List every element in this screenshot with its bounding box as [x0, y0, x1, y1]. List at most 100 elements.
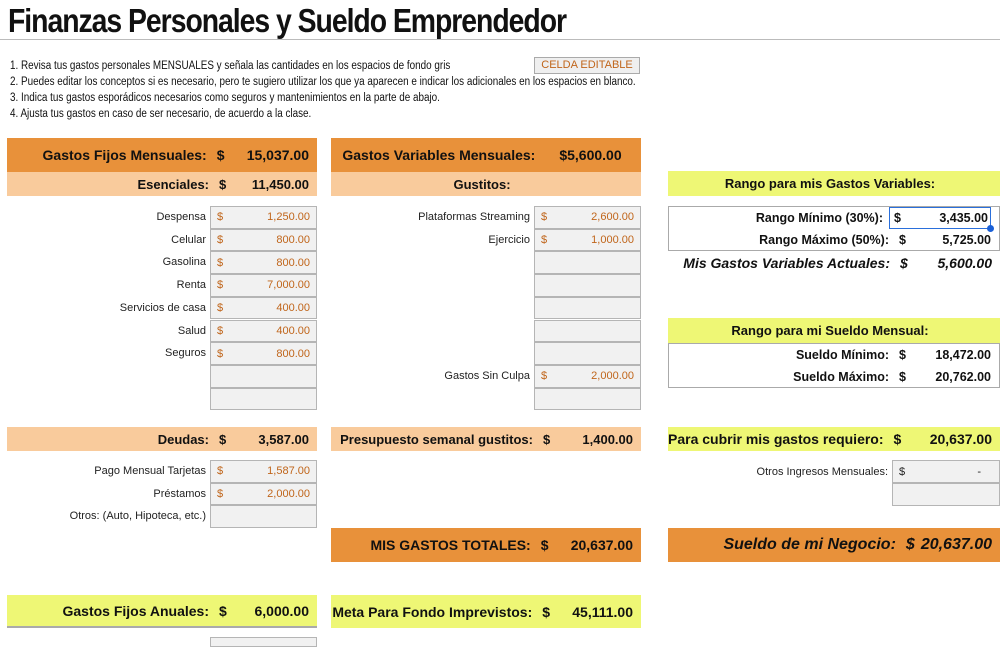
currency: $ — [899, 465, 906, 478]
editable-cell[interactable] — [210, 637, 317, 647]
item-amount-input[interactable] — [534, 319, 641, 343]
currency: $ — [893, 431, 902, 447]
sueldo-minimo-row: Sueldo Mínimo: $18,472.00 — [669, 344, 999, 366]
value: 1,400.00 — [582, 431, 633, 447]
item-label: Gasolina — [162, 256, 206, 269]
item-amount-input[interactable] — [534, 296, 641, 320]
item-amount-input[interactable]: $1,000.00 — [534, 228, 641, 252]
gastos-totales: MIS GASTOS TOTALES: $20,637.00 — [331, 528, 641, 562]
currency: $ — [219, 431, 227, 447]
otros-ingresos-input[interactable]: $ - — [892, 460, 1000, 483]
fill-handle[interactable] — [987, 225, 994, 232]
selected-cell[interactable]: $3,435.00 — [889, 207, 994, 232]
item-amount-input[interactable]: $1,250.00 — [210, 206, 317, 229]
item-amount-input[interactable]: $1,587.00 — [210, 460, 317, 483]
currency: $ — [899, 233, 906, 247]
currency: $ — [900, 255, 908, 271]
currency: $ — [541, 211, 548, 224]
currency: $ — [217, 465, 224, 478]
currency: $ — [217, 324, 224, 337]
gustitos-header: Gustitos: — [331, 172, 641, 196]
item-amount-input[interactable] — [210, 505, 317, 529]
item-label: Ejercicio — [488, 233, 530, 246]
value: 2,600.00 — [591, 211, 634, 224]
label: Deudas: — [157, 431, 209, 447]
currency: $ — [543, 431, 551, 447]
currency: $ — [899, 348, 906, 362]
value: 15,037.00 — [246, 147, 309, 163]
editable-cell[interactable] — [892, 483, 1000, 506]
currency: $ — [899, 370, 906, 384]
label: Gastos Variables Mensuales: — [342, 147, 536, 163]
rango-variables-panel: Rango Mínimo (30%): $3,435.00 Rango Máxim… — [668, 206, 1000, 251]
label: Sueldo Mínimo: — [795, 348, 889, 362]
value: 1,250.00 — [267, 211, 310, 224]
item-label: Plataformas Streaming — [418, 211, 530, 223]
item-amount-input[interactable]: $400.00 — [210, 296, 317, 320]
currency: $ — [219, 602, 227, 619]
rango-variables-header: Rango para mis Gastos Variables: — [668, 171, 1000, 196]
value: 20,637.00 — [929, 431, 992, 447]
deudas-header: Deudas: $3,587.00 — [7, 427, 317, 451]
gastos-variables-actuales: Mis Gastos Variables Actuales: $5,600.00 — [668, 252, 1000, 274]
value: 2,000.00 — [591, 370, 634, 383]
meta-fondo-imprevistos: Meta Para Fondo Imprevistos: $45,111.00 — [331, 595, 641, 628]
label: Gastos Fijos Anuales: — [62, 602, 209, 619]
item-amount-input[interactable]: $800.00 — [210, 228, 317, 252]
label: Rango Máximo (50%): — [759, 233, 889, 247]
value: - — [977, 465, 981, 478]
currency: $ — [219, 176, 227, 192]
rango-minimo-row: Rango Mínimo (30%): $3,435.00 — [669, 207, 999, 232]
item-amount-input[interactable]: $800.00 — [210, 251, 317, 275]
item-label: Despensa — [156, 211, 206, 223]
otros-ingresos-label: Otros Ingresos Mensuales: — [756, 466, 888, 478]
value: 800.00 — [276, 234, 310, 247]
value: 400.00 — [276, 302, 310, 315]
item-label: Celular — [171, 233, 206, 246]
instruction-4: 4. Ajusta tus gastos en caso de ser nece… — [10, 108, 312, 120]
item-amount-input[interactable] — [534, 251, 641, 275]
currency: $ — [542, 603, 551, 620]
item-label: Otros: (Auto, Hipoteca, etc.) — [69, 510, 206, 523]
item-amount-input[interactable] — [534, 274, 641, 297]
value: 400.00 — [276, 324, 310, 337]
item-label: Renta — [176, 279, 206, 292]
rango-sueldo-panel: Sueldo Mínimo: $18,472.00 Sueldo Máximo: $… — [668, 343, 1000, 388]
item-label: Gastos Sin Culpa — [444, 369, 530, 382]
gastos-fijos-anuales: Gastos Fijos Anuales: $6,000.00 — [7, 595, 317, 628]
item-amount-input[interactable] — [210, 364, 317, 388]
value: $5,600.00 — [559, 147, 622, 163]
value: 20,762.00 — [935, 370, 991, 384]
currency: $ — [217, 234, 224, 247]
item-label: Pago Mensual Tarjetas — [94, 465, 206, 477]
value: 18,472.00 — [935, 348, 991, 362]
item-amount-input[interactable]: $2,000.00 — [210, 482, 317, 506]
value: 5,600.00 — [937, 255, 993, 271]
value: 5,725.00 — [942, 233, 991, 247]
item-amount-input[interactable]: $800.00 — [210, 342, 317, 365]
instruction-3: 3. Indica tus gastos esporádicos necesar… — [10, 92, 440, 104]
item-amount-input[interactable] — [210, 387, 317, 411]
item-amount-input[interactable] — [534, 387, 641, 411]
currency: $ — [217, 279, 224, 292]
item-label: Préstamos — [153, 487, 206, 500]
value: 800.00 — [276, 347, 310, 360]
currency: $ — [541, 234, 548, 247]
value: 1,587.00 — [267, 465, 310, 478]
item-amount-input[interactable]: $2,600.00 — [534, 206, 641, 229]
currency: $ — [894, 211, 901, 225]
label: Mis Gastos Variables Actuales: — [683, 255, 890, 271]
sueldo-negocio: Sueldo de mi Negocio: $20,637.00 — [668, 528, 1000, 562]
currency: $ — [541, 370, 548, 383]
divider — [0, 39, 1000, 40]
value: 7,000.00 — [267, 279, 310, 292]
currency: $ — [905, 536, 915, 553]
item-amount-input[interactable]: $7,000.00 — [210, 274, 317, 297]
item-label: Salud — [177, 324, 206, 337]
rango-maximo-row: Rango Máximo (50%): $5,725.00 — [669, 229, 999, 251]
item-amount-input[interactable] — [534, 342, 641, 365]
item-amount-input[interactable]: $2,000.00 — [534, 364, 641, 388]
item-amount-input[interactable]: $400.00 — [210, 319, 317, 343]
page-title: Finanzas Personales y Sueldo Emprendedor — [8, 2, 567, 39]
value: 20,637.00 — [920, 536, 992, 553]
